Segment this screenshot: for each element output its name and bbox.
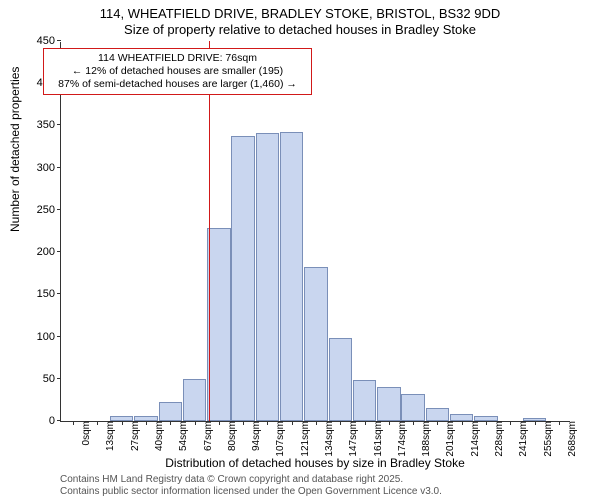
histogram-bar [207, 228, 230, 421]
y-tick-label: 350 [25, 119, 61, 131]
x-tick-label: 107sqm [271, 421, 286, 457]
marker-annotation: 114 WHEATFIELD DRIVE: 76sqm← 12% of deta… [43, 48, 312, 95]
x-tick-label: 228sqm [490, 421, 505, 457]
histogram-bar [304, 267, 327, 421]
y-tick-mark [57, 336, 61, 337]
plot-area: 0501001502002503003504004500sqm13sqm27sq… [60, 42, 570, 422]
x-tick-mark [389, 421, 390, 425]
x-tick-label: 67sqm [199, 421, 214, 451]
histogram-bar [183, 379, 206, 421]
x-tick-mark [267, 421, 268, 425]
x-tick-label: 241sqm [514, 421, 529, 457]
y-tick-label: 250 [25, 204, 61, 216]
x-tick-mark [510, 421, 511, 425]
x-tick-mark [535, 421, 536, 425]
histogram-chart: 114, WHEATFIELD DRIVE, BRADLEY STOKE, BR… [0, 0, 600, 500]
x-tick-label: 27sqm [126, 421, 141, 451]
x-tick-mark [219, 421, 220, 425]
y-axis-label: Number of detached properties [8, 67, 22, 232]
marker-line [209, 41, 210, 421]
y-tick-mark [57, 209, 61, 210]
y-tick-mark [57, 167, 61, 168]
y-tick-label: 300 [25, 162, 61, 174]
y-tick-label: 200 [25, 246, 61, 258]
x-tick-mark [122, 421, 123, 425]
x-tick-label: 94sqm [247, 421, 262, 451]
x-tick-mark [340, 421, 341, 425]
x-tick-label: 54sqm [174, 421, 189, 451]
x-tick-label: 134sqm [320, 421, 335, 457]
footer-line-2: Contains public sector information licen… [60, 486, 570, 498]
x-tick-mark [170, 421, 171, 425]
y-tick-mark [57, 420, 61, 421]
x-tick-mark [243, 421, 244, 425]
histogram-bar [231, 136, 254, 421]
histogram-bar [450, 414, 473, 421]
x-tick-label: 201sqm [441, 421, 456, 457]
annotation-line: 114 WHEATFIELD DRIVE: 76sqm [50, 52, 305, 65]
histogram-bar [280, 132, 303, 421]
y-tick-label: 0 [25, 415, 61, 427]
annotation-line: 87% of semi-detached houses are larger (… [50, 78, 305, 91]
y-tick-label: 150 [25, 288, 61, 300]
y-tick-mark [57, 40, 61, 41]
histogram-bar [377, 387, 400, 421]
x-tick-label: 121sqm [296, 421, 311, 457]
x-tick-label: 214sqm [466, 421, 481, 457]
x-tick-label: 40sqm [150, 421, 165, 451]
y-tick-mark [57, 378, 61, 379]
x-tick-mark [292, 421, 293, 425]
x-tick-label: 174sqm [393, 421, 408, 457]
x-axis-label: Distribution of detached houses by size … [60, 456, 570, 470]
histogram-bar [159, 402, 182, 421]
x-tick-label: 255sqm [539, 421, 554, 457]
y-tick-mark [57, 124, 61, 125]
x-tick-mark [413, 421, 414, 425]
x-tick-mark [559, 421, 560, 425]
y-tick-label: 100 [25, 331, 61, 343]
histogram-bar [401, 394, 424, 421]
histogram-bar [353, 380, 376, 421]
y-tick-label: 450 [25, 35, 61, 47]
y-tick-mark [57, 251, 61, 252]
chart-subtitle: Size of property relative to detached ho… [0, 22, 600, 37]
x-tick-mark [316, 421, 317, 425]
histogram-bar [256, 133, 279, 421]
chart-footer: Contains HM Land Registry data © Crown c… [60, 474, 570, 498]
x-tick-label: 0sqm [77, 421, 92, 445]
x-tick-mark [437, 421, 438, 425]
x-tick-mark [97, 421, 98, 425]
chart-title: 114, WHEATFIELD DRIVE, BRADLEY STOKE, BR… [0, 6, 600, 22]
y-tick-label: 50 [25, 373, 61, 385]
x-tick-mark [146, 421, 147, 425]
x-tick-mark [195, 421, 196, 425]
x-tick-mark [462, 421, 463, 425]
x-tick-label: 268sqm [563, 421, 578, 457]
x-tick-mark [365, 421, 366, 425]
annotation-line: ← 12% of detached houses are smaller (19… [50, 65, 305, 78]
x-tick-label: 161sqm [369, 421, 384, 457]
x-tick-mark [486, 421, 487, 425]
x-tick-label: 147sqm [344, 421, 359, 457]
histogram-bar [426, 408, 449, 422]
x-tick-label: 80sqm [223, 421, 238, 451]
x-tick-label: 13sqm [101, 421, 116, 451]
y-tick-mark [57, 293, 61, 294]
histogram-bar [329, 338, 352, 421]
x-tick-mark [73, 421, 74, 425]
x-tick-label: 188sqm [417, 421, 432, 457]
footer-line-1: Contains HM Land Registry data © Crown c… [60, 474, 570, 486]
